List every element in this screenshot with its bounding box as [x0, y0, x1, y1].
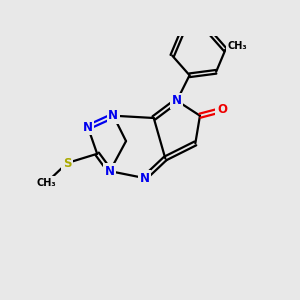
Text: S: S [63, 157, 71, 169]
Text: N: N [108, 109, 118, 122]
Text: N: N [140, 172, 149, 184]
Text: N: N [172, 94, 182, 107]
Text: CH₃: CH₃ [227, 41, 247, 51]
Text: CH₃: CH₃ [37, 178, 56, 188]
Text: O: O [217, 103, 227, 116]
Text: N: N [105, 165, 115, 178]
Text: N: N [83, 121, 93, 134]
